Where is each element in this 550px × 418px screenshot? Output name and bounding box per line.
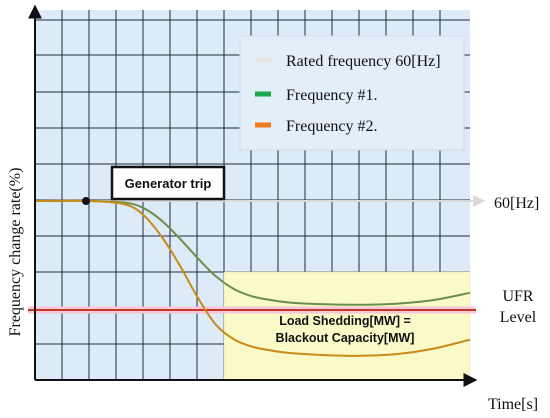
series-line-frequency-2 <box>34 199 471 357</box>
x-axis-label: Time[s] <box>488 396 538 413</box>
load-shedding-label-line1: Load Shedding[MW] = <box>279 314 411 328</box>
legend-label-freq1: Frequency #1. <box>286 87 378 104</box>
load-shedding-region <box>223 271 471 381</box>
load-shedding-label-line2: Blackout Capacity[MW] <box>276 331 415 345</box>
generator-trip-box <box>110 165 226 201</box>
generator-trip-point <box>82 197 90 205</box>
legend-label-freq2: Frequency #2. <box>286 118 378 135</box>
legend-label-rated: Rated frequency 60[Hz] <box>286 53 441 70</box>
ufr-label-line2: Level <box>500 309 537 326</box>
generator-trip-label: Generator trip <box>125 176 212 191</box>
series-line-frequency-1 <box>34 199 471 306</box>
legend-box <box>239 35 465 151</box>
ufr-label-line1: UFR <box>502 288 533 305</box>
legend: Rated frequency 60[Hz] Frequency #1. Fre… <box>239 35 465 151</box>
rated-frequency-label: 60[Hz] <box>494 195 539 212</box>
y-axis-label: Frequency change rate(%) <box>7 168 24 337</box>
